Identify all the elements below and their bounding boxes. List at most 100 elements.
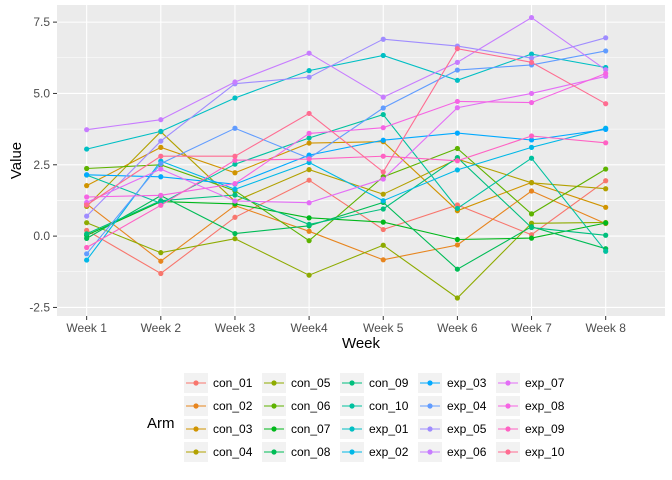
data-point-con_06 [306,238,312,244]
data-point-exp_07 [158,166,164,172]
data-point-con_07 [380,219,386,225]
data-point-con_03 [306,140,312,146]
series-line-con_01 [86,179,607,275]
data-point-con_06 [603,166,609,172]
legend-label-exp_01: exp_01 [369,422,409,436]
data-point-exp_01 [306,68,312,74]
y-tick-label: -2.5 [29,300,50,314]
x-tick-label: Week 6 [437,321,478,335]
data-point-exp_05 [380,36,386,42]
x-tick-label: Week 5 [363,321,404,335]
data-point-exp_09 [380,153,386,159]
data-point-con_02 [528,188,535,194]
legend-point-con_03 [193,426,199,432]
legend-label-exp_09: exp_09 [525,422,565,436]
data-point-con_03 [603,204,609,210]
x-axis-title: Week [342,335,381,352]
data-point-exp_07 [454,105,460,111]
data-point-con_05 [232,236,238,242]
data-point-exp_06 [380,94,386,100]
series-lines [86,16,607,299]
data-point-con_10 [306,135,312,141]
data-point-exp_10 [454,46,460,52]
legend-point-exp_01 [349,426,355,432]
data-point-exp_10 [380,169,386,175]
data-point-exp_10 [158,153,164,159]
data-point-exp_01 [158,128,164,134]
data-point-exp_08 [306,130,312,136]
data-point-con_05 [158,250,164,256]
data-point-exp_09 [603,140,609,146]
data-point-exp_03 [603,126,609,132]
data-point-exp_06 [306,50,312,56]
legend-label-con_06: con_06 [291,399,331,413]
legend-point-exp_02 [349,449,355,455]
data-point-con_01 [306,177,312,183]
data-point-exp_02 [528,144,535,150]
legend-label-con_02: con_02 [213,399,253,413]
data-point-con_04 [603,186,609,192]
data-point-con_05 [84,220,90,226]
x-axis: Week 1 Week 2 Week 3 Week4 Week 5 Week 6 Week … [66,316,626,335]
data-point-exp_09 [232,157,238,163]
data-point-exp_01 [454,77,460,83]
x-tick-label: Week 8 [585,321,626,335]
legend-label-exp_02: exp_02 [369,445,409,459]
y-axis-title: Value [8,142,25,179]
series-line-exp_02 [86,127,606,261]
legend-point-con_09 [349,380,355,386]
series-line-con_08 [86,194,606,270]
data-point-exp_06 [158,117,164,123]
data-point-exp_04 [158,161,164,167]
data-point-exp_01 [380,52,386,59]
legend-point-exp_06 [427,449,433,455]
data-point-con_09 [306,221,312,228]
legend-point-exp_05 [427,426,433,432]
data-point-exp_06 [84,127,90,133]
data-point-exp_03 [528,137,535,143]
data-point-exp_04 [380,105,386,111]
data-point-con_01 [603,178,609,184]
y-axis: -2.5 0.0 2.5 5.0 7.5 [29,15,57,314]
data-point-con_09 [84,231,90,237]
data-point-exp_01 [232,95,238,101]
data-point-con_05 [454,295,460,301]
x-tick-label: Week 7 [511,321,552,335]
series-line-exp_04 [86,50,606,255]
series-line-exp_06 [86,16,607,131]
data-point-exp_07 [306,200,312,206]
data-point-exp_10 [232,153,238,159]
legend-point-exp_08 [505,403,511,409]
data-point-con_10 [380,111,386,118]
data-point-exp_03 [158,174,164,180]
data-point-con_02 [454,242,460,248]
data-point-exp_05 [528,55,535,61]
data-point-exp_10 [603,101,609,107]
data-point-con_10 [454,205,460,212]
data-point-exp_04 [232,125,238,131]
data-point-con_06 [84,165,90,172]
data-point-exp_07 [528,90,535,97]
legend-point-con_04 [193,449,199,455]
data-point-exp_04 [84,251,90,257]
y-tick-label: 7.5 [33,15,50,29]
data-point-exp_02 [232,186,238,192]
data-point-con_03 [84,183,90,189]
data-point-con_02 [306,228,312,234]
data-point-exp_09 [84,244,90,251]
plot-panel [57,5,665,316]
data-point-exp_09 [454,158,460,164]
data-point-exp_06 [528,14,535,21]
data-point-con_10 [528,155,535,161]
data-point-exp_10 [84,202,90,208]
legend-title: Arm [147,415,175,432]
data-point-con_07 [603,220,609,226]
data-point-con_01 [232,214,238,220]
data-point-con_04 [528,180,535,186]
legend-label-exp_03: exp_03 [447,376,487,390]
legend-point-exp_10 [505,449,511,455]
data-point-con_04 [380,191,386,197]
data-point-con_01 [380,226,386,233]
legend-label-exp_07: exp_07 [525,376,565,390]
data-point-exp_08 [158,192,164,198]
